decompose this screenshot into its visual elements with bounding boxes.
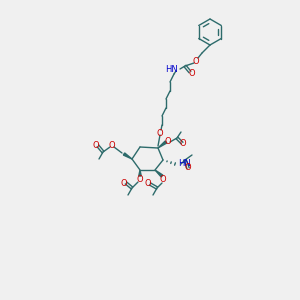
Text: O: O <box>193 56 199 65</box>
Polygon shape <box>155 170 163 177</box>
Text: O: O <box>145 179 151 188</box>
Text: O: O <box>157 128 163 137</box>
Polygon shape <box>123 153 132 159</box>
Text: O: O <box>109 140 115 149</box>
Text: HN: HN <box>178 160 191 169</box>
Text: O: O <box>137 176 143 184</box>
Text: O: O <box>189 70 195 79</box>
Text: O: O <box>180 140 186 148</box>
Text: O: O <box>121 178 127 188</box>
Text: O: O <box>185 164 191 172</box>
Polygon shape <box>158 141 167 148</box>
Text: HN: HN <box>165 64 178 74</box>
Polygon shape <box>139 170 141 176</box>
Text: O: O <box>165 137 171 146</box>
Text: O: O <box>160 176 166 184</box>
Text: O: O <box>93 142 99 151</box>
